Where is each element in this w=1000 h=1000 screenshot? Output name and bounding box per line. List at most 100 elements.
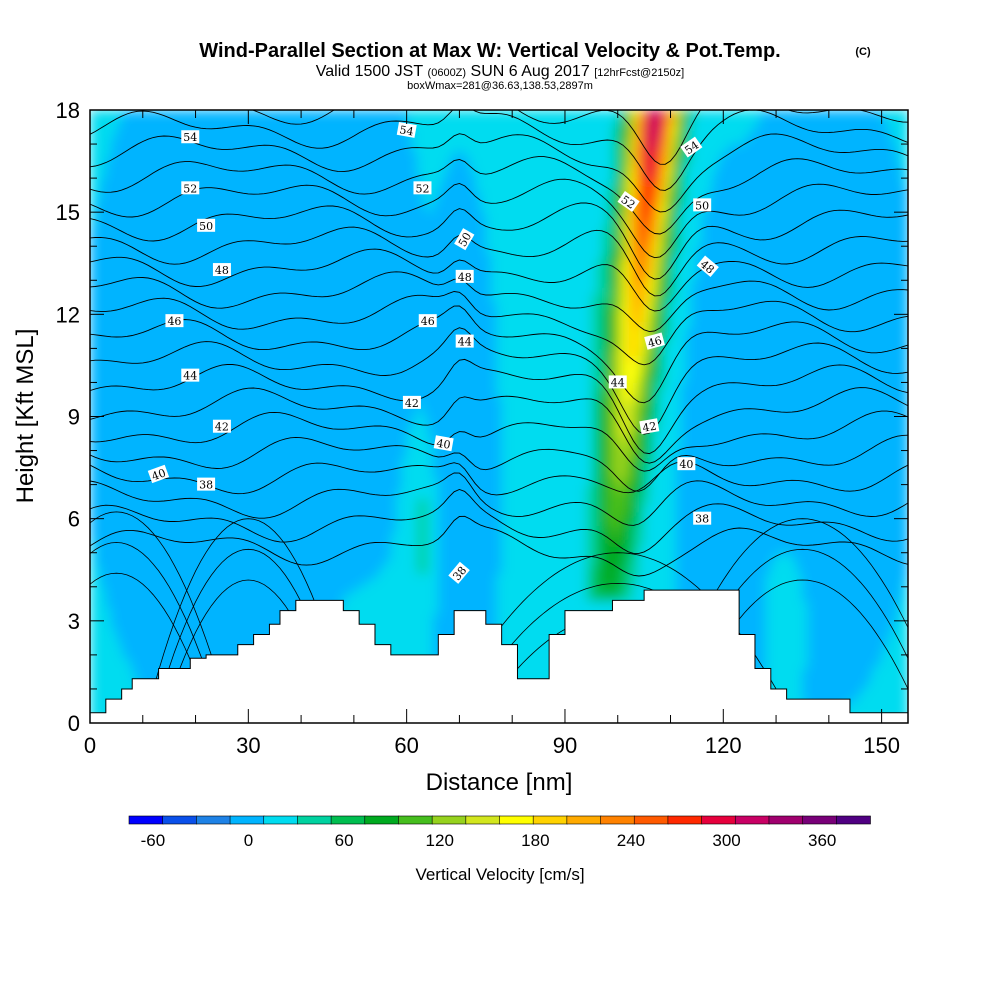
theta-contours [90, 110, 908, 723]
x-axis-label: Distance [nm] [426, 769, 573, 796]
contour-label: 54 [396, 121, 417, 139]
contour-label: 40 [433, 435, 454, 452]
theta-contour [90, 410, 908, 472]
theta-contour [90, 387, 908, 464]
y-tick-label: 12 [56, 302, 80, 327]
contour-label: 52 [181, 181, 200, 195]
theta-contour [90, 248, 908, 312]
contour-label-text: 46 [421, 315, 435, 328]
valid-time: Valid 1500 JST (0600Z) SUN 6 Aug 2017 [1… [316, 63, 684, 80]
theta-contour [152, 518, 344, 690]
contour-label-text: 42 [215, 421, 229, 434]
contour-label-text: 50 [456, 230, 474, 249]
x-tick-label: 0 [84, 733, 96, 758]
theta-contour [90, 305, 908, 404]
contour-label-text: 54 [399, 123, 415, 138]
theta-contour [90, 489, 908, 554]
contour-label: 40 [677, 457, 696, 471]
colorbar-tick-label: 180 [521, 831, 549, 850]
contour-label-text: 50 [695, 199, 709, 212]
contour-label-text: 44 [183, 370, 197, 383]
contour-label-text: 52 [183, 182, 197, 195]
theta-contour [90, 110, 908, 191]
colorbar-swatch [701, 815, 737, 825]
colorbar-swatch [802, 815, 838, 825]
colorbar-tick-label: 120 [426, 831, 454, 850]
theta-contour [90, 133, 908, 213]
y-tick-label: 15 [56, 200, 80, 225]
y-tick-label: 3 [68, 609, 80, 634]
x-tick-label: 150 [863, 733, 900, 758]
colorbar-swatch [566, 815, 602, 825]
colorbar-tick-label: 360 [808, 831, 836, 850]
theta-contour [90, 202, 908, 280]
contour-label-text: 48 [458, 271, 472, 284]
y-axis: 0 3 6 9 12 15 18 [56, 98, 908, 736]
colorbar-swatch [431, 815, 467, 825]
contour-label: 42 [212, 419, 231, 434]
contour-label: 38 [693, 511, 712, 526]
colorbar-swatch [330, 815, 366, 825]
contour-label: 48 [212, 263, 231, 277]
contour-label-text: 46 [646, 334, 663, 350]
colorbar-swatch [297, 815, 332, 825]
x-tick-label: 60 [394, 733, 418, 758]
contour-label-text: 48 [215, 264, 229, 277]
colorbar-swatch [162, 815, 198, 825]
contour-label-text: 40 [679, 458, 693, 471]
contour-label: 52 [413, 181, 432, 195]
colorbar-swatch [196, 815, 231, 825]
colorbar-swatch [263, 815, 299, 825]
colorbar-tick-label: 60 [335, 831, 354, 850]
colorbar-swatch [364, 815, 400, 825]
theta-contour [90, 434, 908, 492]
colorbar-swatch [768, 815, 804, 825]
y-tick-label: 6 [68, 507, 80, 532]
colorbar-swatch [398, 815, 433, 825]
contour-label: 40 [147, 464, 170, 483]
box-wmax-info: boxWmax=281@36.63,138.53,2897m [407, 80, 593, 92]
colorbar-swatch [667, 815, 703, 825]
y-axis-label: Height [Kft MSL] [12, 329, 39, 504]
colorbar-tick-label: -60 [141, 831, 166, 850]
colorbar-swatch [499, 815, 534, 825]
theta-contour [90, 156, 908, 235]
contour-label-text: 40 [150, 466, 168, 483]
contour-label: 42 [402, 395, 421, 410]
contour-label-text: 38 [695, 513, 709, 526]
contour-label-text: 46 [167, 315, 181, 328]
x-tick-label: 30 [236, 733, 260, 758]
contour-label: 46 [644, 332, 665, 350]
theta-contour [90, 327, 908, 435]
theta-contour [90, 178, 908, 259]
y-tick-label: 0 [68, 711, 80, 736]
colorbar-swatch [229, 815, 265, 825]
colorbar-tick-label: 300 [712, 831, 740, 850]
contour-label-text: 38 [199, 479, 213, 492]
theta-contour [90, 515, 908, 577]
contour-label: 50 [454, 228, 475, 251]
contour-label: 46 [165, 314, 184, 328]
contour-label-text: 42 [405, 397, 419, 410]
x-tick-label: 90 [553, 733, 577, 758]
colorbar-swatch [128, 815, 164, 825]
colorbar-swatch [836, 815, 871, 825]
contour-label-text: 42 [641, 420, 657, 435]
colorbar-swatch [532, 815, 568, 825]
theta-contour [90, 472, 908, 526]
contour-label: 46 [418, 314, 437, 328]
contour-label-text: 44 [611, 376, 625, 389]
contour-label-text: 50 [199, 220, 213, 233]
colorbar: -60 0 60 120 180 240 300 360 [128, 815, 871, 850]
contour-label: 50 [197, 218, 216, 233]
contour-label: 44 [455, 334, 474, 349]
contour-label-text: 54 [183, 131, 197, 144]
contour-label: 38 [197, 477, 216, 492]
copyright-mark: (C) [855, 46, 871, 58]
colorbar-swatch [633, 815, 669, 825]
contour-label-text: 44 [458, 336, 472, 349]
contour-label-text: 52 [415, 182, 429, 195]
